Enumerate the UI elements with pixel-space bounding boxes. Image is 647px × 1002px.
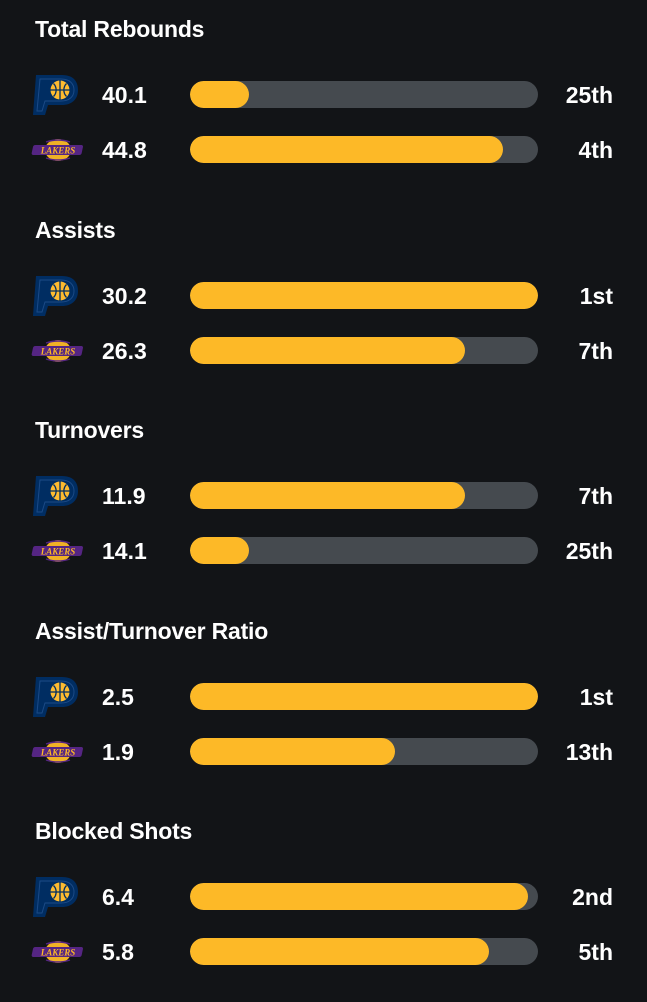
pacers-logo-icon [30,875,86,919]
stat-title: Total Rebounds [35,16,205,42]
stat-bar-fill [190,336,465,364]
stat-bar-fill [190,737,396,765]
stat-section: Assists 30.2 1st LAKERS 26.3 7th [0,201,647,401]
stat-title: Assist/Turnover Ratio [35,617,269,644]
stat-value: 40.1 [102,82,147,108]
stat-bar-track [190,482,538,509]
stat-bar-track [190,938,538,965]
lakers-logo-wordmark: LAKERS [40,547,76,557]
stat-section: Total Rebounds 40.1 25th LAKERS 44.8 4th [0,0,647,200]
stat-title: Blocked Shots [35,818,193,844]
lakers-logo-wordmark: LAKERS [40,747,76,757]
stat-bar-track [190,737,538,765]
stat-bar-fill [190,537,250,564]
stat-bar-fill [190,136,504,163]
stat-value: 30.2 [102,282,147,309]
stat-row-home: 2.5 1st [0,675,647,719]
lakers-logo-icon: LAKERS [30,730,86,774]
stat-rank: 7th [578,337,614,364]
stat-bar-track [190,883,538,910]
pacers-logo-icon [30,274,86,318]
stat-row-home: 11.9 7th [0,474,647,518]
stat-title: Turnovers [35,417,144,443]
stat-rank: 2nd [572,884,613,910]
stat-rank: 4th [578,137,614,163]
stat-row-home: 6.4 2nd [0,875,647,919]
stat-bar-fill [190,883,528,910]
stat-section: Assist/Turnover Ratio 2.5 1st LAKERS 1.9 13th [0,602,647,802]
stat-bar-fill [190,938,490,965]
stat-value: 11.9 [102,483,146,509]
lakers-logo-wordmark: LAKERS [40,146,76,156]
stat-row-away: LAKERS 44.8 4th [0,128,647,172]
stat-value: 44.8 [102,137,147,163]
stat-title: Assists [35,216,116,243]
stat-bar-fill [190,81,250,108]
stat-rank: 1st [579,282,613,309]
stat-bar-fill [190,281,538,309]
stat-value: 5.8 [102,939,134,965]
stat-value: 1.9 [102,738,134,765]
lakers-logo-icon: LAKERS [30,329,86,373]
stat-rank: 5th [578,939,614,965]
stat-rank: 7th [578,483,614,509]
pacers-logo-icon [30,675,86,719]
stat-row-away: LAKERS 26.3 7th [0,329,647,373]
stat-bar-track [190,81,538,108]
stat-bar-track [190,682,538,710]
stat-rank: 1st [579,683,613,710]
stat-value: 2.5 [102,683,134,710]
stat-bar-track [190,281,538,309]
lakers-logo-wordmark: LAKERS [40,948,76,958]
stat-section: Blocked Shots 6.4 2nd LAKERS 5.8 5th [0,802,647,1002]
stat-bar-track [190,136,538,163]
stat-row-away: LAKERS 14.1 25th [0,529,647,573]
stat-row-home: 40.1 25th [0,73,647,117]
stat-row-away: LAKERS 1.9 13th [0,730,647,774]
pacers-logo-icon [30,73,86,117]
lakers-logo-icon: LAKERS [30,930,86,974]
stat-bar-fill [190,482,465,509]
pacers-logo-icon [30,474,86,518]
stat-row-home: 30.2 1st [0,274,647,318]
stat-rank: 25th [565,538,613,564]
stat-bar-fill [190,682,538,710]
lakers-logo-icon: LAKERS [30,529,86,573]
stat-value: 14.1 [102,538,147,564]
stat-section: Turnovers 11.9 7th LAKERS 14.1 25th [0,401,647,601]
lakers-logo-wordmark: LAKERS [40,346,76,356]
stat-value: 26.3 [102,337,147,364]
stat-bar-track [190,336,538,364]
stat-rank: 25th [565,82,613,108]
stat-bar-track [190,537,538,564]
stat-value: 6.4 [102,884,134,910]
lakers-logo-icon: LAKERS [30,128,86,172]
stat-row-away: LAKERS 5.8 5th [0,930,647,974]
stat-rank: 13th [565,738,613,765]
